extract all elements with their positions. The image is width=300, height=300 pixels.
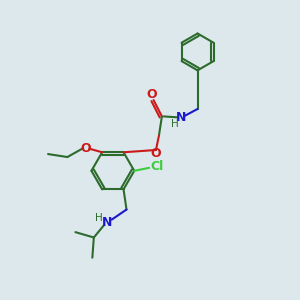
Text: O: O <box>151 147 161 160</box>
Text: O: O <box>147 88 158 101</box>
Text: H: H <box>171 119 178 129</box>
Text: N: N <box>176 111 186 124</box>
Text: H: H <box>95 214 103 224</box>
Text: O: O <box>80 142 91 155</box>
Text: Cl: Cl <box>150 160 163 173</box>
Text: N: N <box>102 215 112 229</box>
